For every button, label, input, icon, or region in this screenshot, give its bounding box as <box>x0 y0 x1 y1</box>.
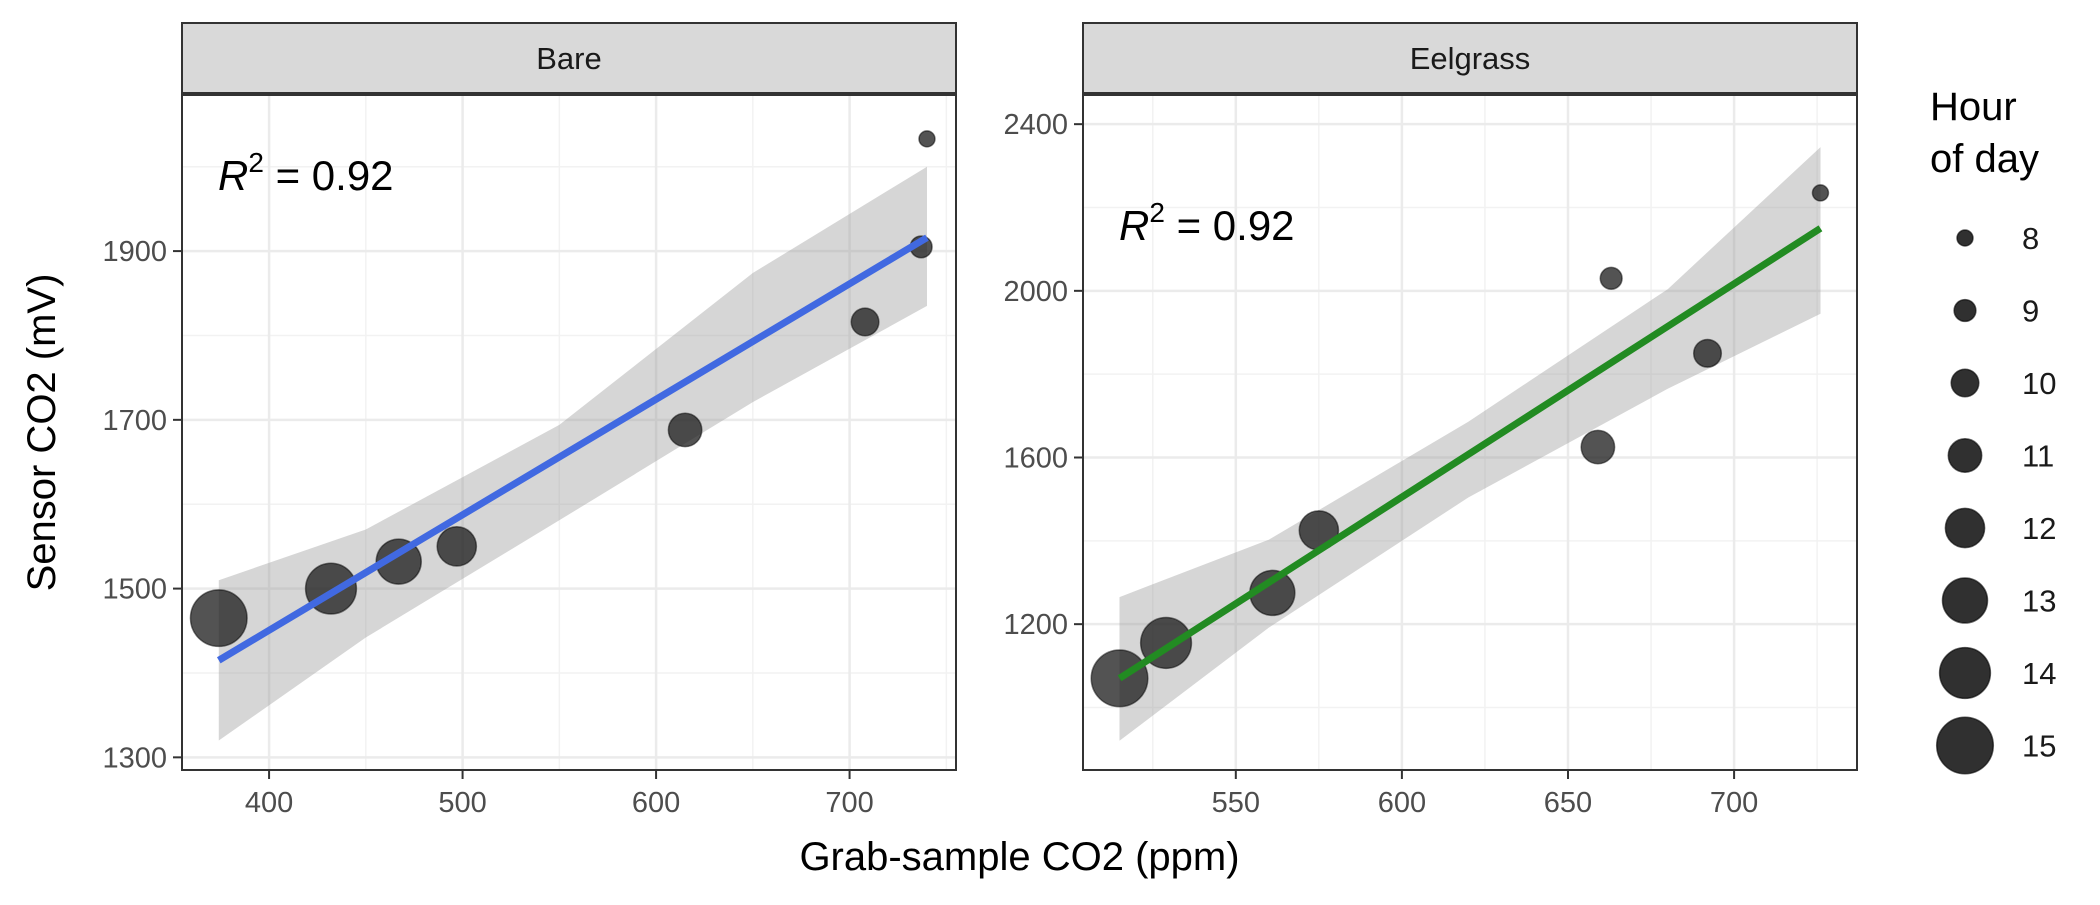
legend-label: 12 <box>2022 511 2056 546</box>
y-tick-label: 1200 <box>1003 609 1068 641</box>
legend-key <box>1938 646 1992 700</box>
legend-label: 14 <box>2022 656 2056 691</box>
y-axis-title: Sensor CO2 (mV) <box>20 274 64 592</box>
legend-key <box>1947 438 1983 473</box>
y-tick-label: 2000 <box>1003 276 1068 308</box>
confidence-band <box>218 166 928 741</box>
x-tick-label: 500 <box>438 787 486 819</box>
y-tick-label: 1300 <box>102 742 167 774</box>
data-point <box>1811 184 1830 202</box>
data-point <box>189 589 248 648</box>
data-point <box>667 412 703 448</box>
x-tick-label: 600 <box>1378 787 1426 819</box>
legend-key <box>1944 507 1986 549</box>
x-tick-label: 400 <box>245 787 293 819</box>
data-point <box>850 307 880 337</box>
x-tick-label: 550 <box>1212 787 1260 819</box>
plot-area <box>182 95 956 770</box>
panel-border <box>181 94 957 771</box>
x-tick-label: 650 <box>1544 787 1592 819</box>
data-point <box>918 130 936 148</box>
data-point <box>436 526 478 567</box>
fit-line <box>216 234 929 664</box>
legend-key <box>1941 577 1989 624</box>
legend-label: 10 <box>2022 366 2056 401</box>
x-tick-label: 700 <box>825 787 873 819</box>
legend-title-line1: Hour <box>1930 85 2017 129</box>
data-point <box>375 538 422 585</box>
legend: Hour of day 8 9 10 11 12 13 14 15 <box>1930 85 2056 775</box>
legend-key <box>1953 298 1977 323</box>
legend-key <box>1950 368 1980 398</box>
legend-label: 9 <box>2022 294 2039 329</box>
fit-line <box>1117 225 1823 682</box>
strip-label: Eelgrass <box>1410 41 1531 76</box>
data-point <box>1599 266 1623 290</box>
panel-eelgrass: Eelgrass R2 = 0.92 550 600 650 700 1200 1600 200… <box>1003 22 1858 819</box>
y-tick-label: 1600 <box>1003 443 1068 475</box>
panel-border <box>1082 94 1858 771</box>
legend-key <box>1935 716 1995 775</box>
data-point <box>1692 338 1723 368</box>
legend-label: 8 <box>2022 221 2039 256</box>
r-squared-annotation: R2 = 0.92 <box>1119 197 1295 249</box>
x-axis-title: Grab-sample CO2 (ppm) <box>799 835 1239 879</box>
y-tick-label: 1900 <box>102 236 167 268</box>
strip <box>181 22 957 94</box>
strip-label: Bare <box>536 41 601 76</box>
legend-key <box>1956 229 1974 247</box>
panel-bare: Bare R2 = 0.92 400 500 600 700 1300 1500 1700 190… <box>102 22 957 819</box>
y-tick-label: 1500 <box>102 574 167 606</box>
y-tick-label: 1700 <box>102 405 167 437</box>
data-point <box>1580 429 1616 465</box>
x-tick-label: 700 <box>1710 787 1758 819</box>
strip <box>1082 22 1858 94</box>
legend-label: 15 <box>2022 729 2056 764</box>
legend-title-line2: of day <box>1930 137 2039 181</box>
legend-label: 11 <box>2022 439 2054 474</box>
legend-label: 13 <box>2022 584 2056 619</box>
r-squared-annotation: R2 = 0.92 <box>218 147 394 199</box>
x-tick-label: 600 <box>632 787 680 819</box>
y-tick-label: 2400 <box>1003 109 1068 141</box>
